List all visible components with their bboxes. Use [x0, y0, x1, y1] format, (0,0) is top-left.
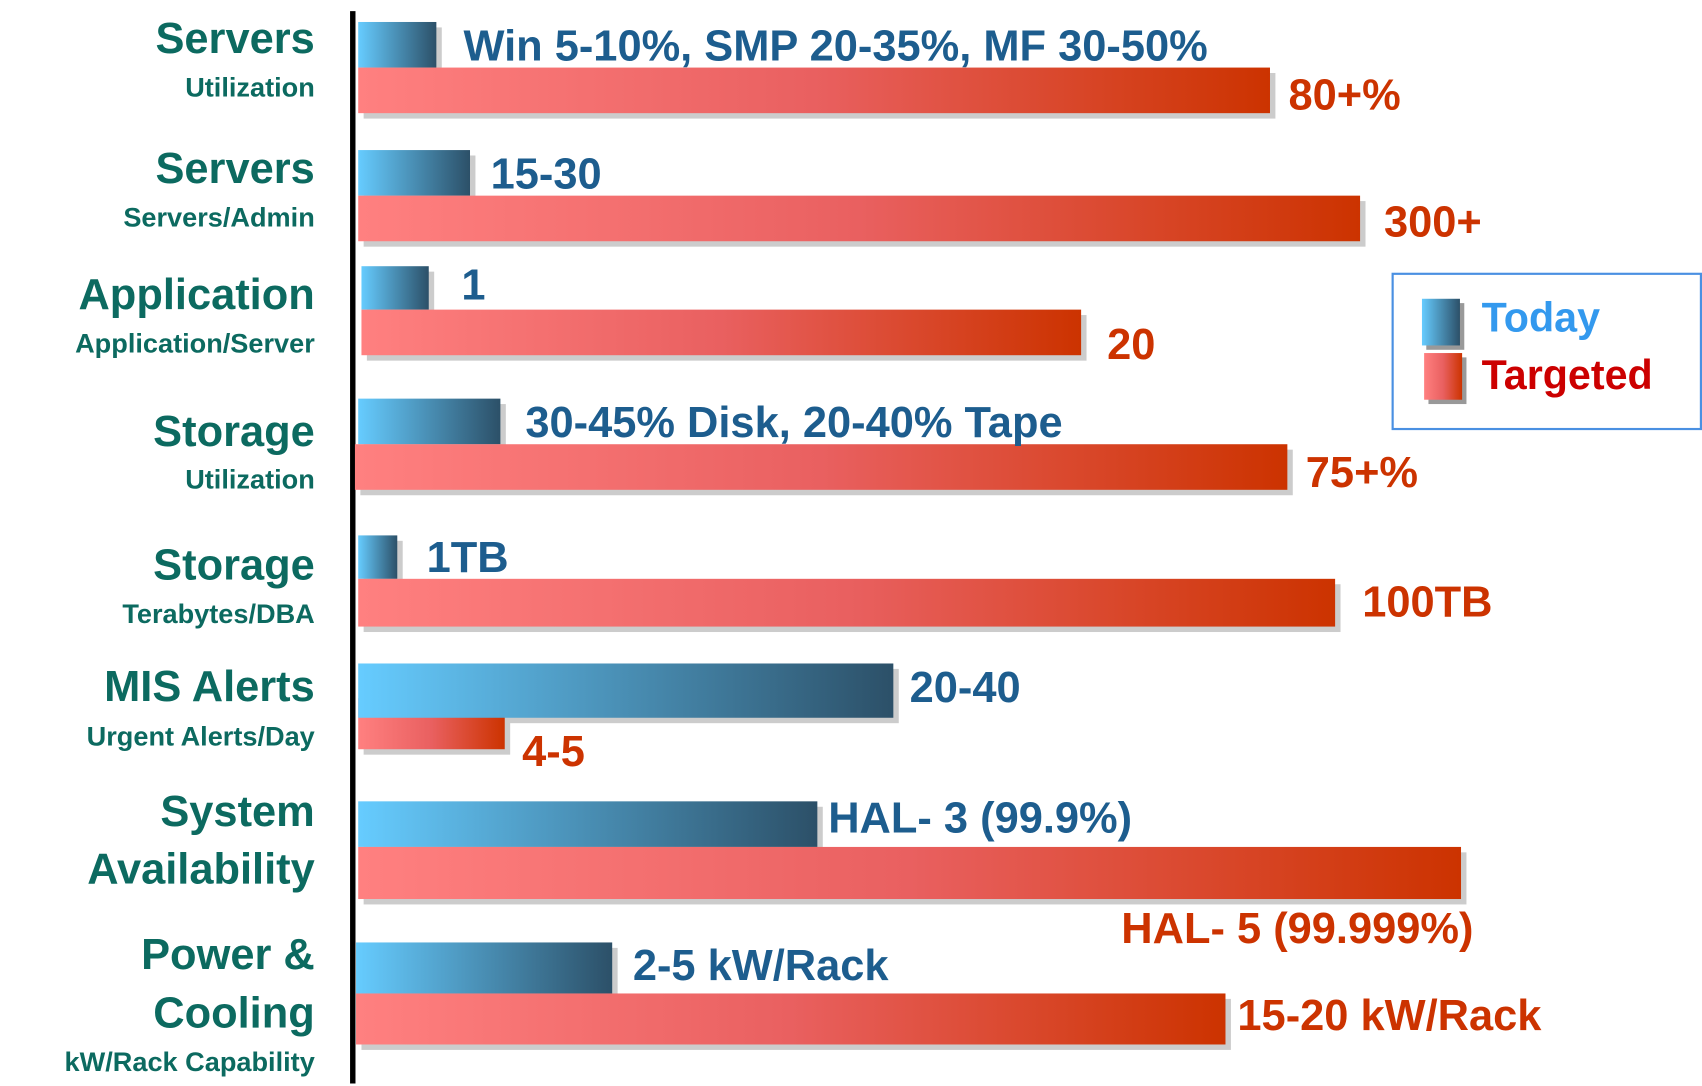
- today-bar: [361, 266, 429, 310]
- targeted-label: 75+%: [1306, 449, 1418, 497]
- today-label: 20-40: [910, 664, 1021, 712]
- targeted-bar: [358, 67, 1270, 114]
- today-label: Win 5-10%, SMP 20-35%, MF 30-50%: [463, 23, 1207, 71]
- targeted-label: 100TB: [1362, 578, 1492, 626]
- row-title: Servers: [155, 15, 314, 63]
- row-subtitle: Urgent Alerts/Day: [87, 721, 315, 752]
- targeted-bar: [358, 578, 1336, 627]
- today-bar: [358, 398, 501, 445]
- row-subtitle: Terabytes/DBA: [122, 598, 314, 629]
- today-label: HAL- 3 (99.9%): [828, 794, 1132, 842]
- row-title: Servers: [155, 145, 314, 193]
- targeted-label: 300+: [1384, 198, 1482, 246]
- row-title: Availability: [87, 845, 315, 893]
- today-bar: [358, 801, 818, 847]
- today-label: 15-30: [491, 151, 602, 199]
- row-subtitle: kW/Rack Capability: [65, 1046, 315, 1077]
- targeted-label: 4-5: [522, 728, 585, 776]
- row-subtitle: Utilization: [185, 463, 315, 494]
- targeted-label: 20: [1107, 321, 1155, 369]
- row-title: Cooling: [153, 990, 315, 1038]
- legend-label: Targeted: [1482, 352, 1653, 398]
- legend-swatch: [1421, 298, 1460, 346]
- targeted-bar: [358, 846, 1462, 900]
- targeted-label: HAL- 5 (99.999%): [1121, 905, 1473, 953]
- today-label: 2-5 kW/Rack: [633, 942, 890, 990]
- row-subtitle: Utilization: [185, 71, 315, 102]
- row-title: Storage: [153, 408, 315, 456]
- row-title: Storage: [153, 541, 315, 589]
- row-title: MIS Alerts: [104, 663, 315, 711]
- targeted-label: 15-20 kW/Rack: [1237, 992, 1542, 1040]
- today-bar: [358, 663, 894, 718]
- today-bar: [358, 21, 437, 68]
- today-label: 1: [461, 261, 485, 309]
- targeted-bar: [361, 309, 1082, 356]
- targeted-bar: [356, 993, 1226, 1045]
- today-bar: [356, 942, 613, 994]
- today-bar: [358, 150, 471, 196]
- legend: Today Targeted: [1391, 272, 1702, 431]
- today-label: 30-45% Disk, 20-40% Tape: [525, 399, 1062, 447]
- row-subtitle: Servers/Admin: [123, 202, 314, 233]
- legend-swatch: [1424, 353, 1463, 400]
- row-title: Application: [78, 271, 314, 319]
- today-label: 1TB: [427, 534, 509, 582]
- targeted-bar: [354, 444, 1288, 490]
- row-title: Power &: [141, 931, 315, 979]
- targeted-bar: [358, 195, 1361, 242]
- row-title: System: [160, 788, 314, 836]
- targeted-label: 80+%: [1288, 71, 1400, 119]
- legend-label: Today: [1482, 294, 1600, 340]
- today-bar: [358, 535, 398, 579]
- row-subtitle: Application/Server: [75, 328, 315, 359]
